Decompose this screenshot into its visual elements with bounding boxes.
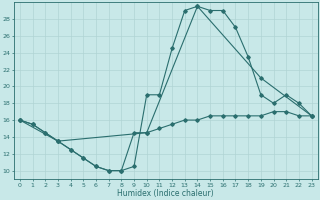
X-axis label: Humidex (Indice chaleur): Humidex (Indice chaleur) [117,189,214,198]
